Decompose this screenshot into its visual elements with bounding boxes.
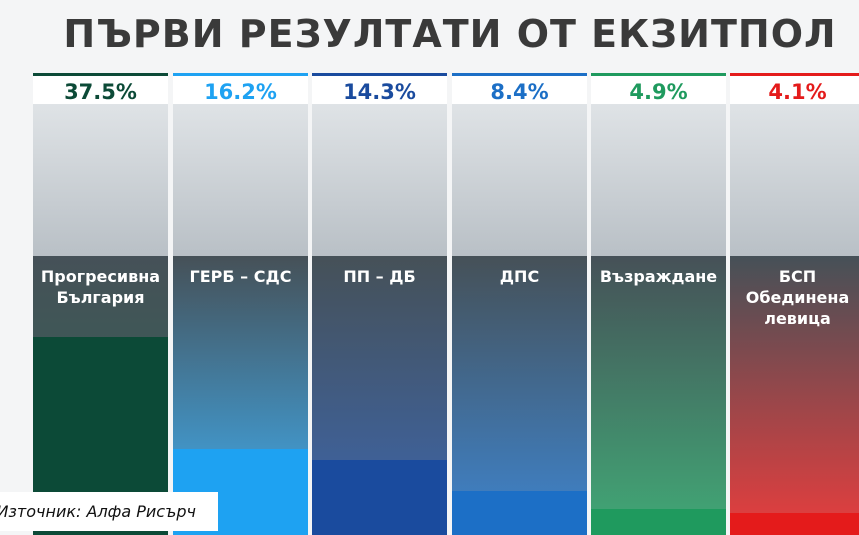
column: 4.9% Възраждане (591, 73, 726, 535)
category-label: Възраждане (599, 267, 718, 286)
photo (173, 104, 308, 256)
photo (312, 104, 447, 256)
category-label: БСП Обединена левица (745, 267, 850, 328)
category-label: Прогресивна България (40, 267, 161, 307)
bar (312, 459, 447, 535)
category-label: ПП – ДБ (343, 267, 416, 286)
column-background (591, 256, 726, 535)
bar (591, 509, 726, 535)
category-label: ДПС (499, 267, 540, 286)
photo (452, 104, 587, 256)
value-label: 8.4% (490, 80, 549, 104)
value-label: 14.3% (343, 80, 416, 104)
column: 14.3% ПП – ДБ (312, 73, 447, 535)
value-label: 16.2% (204, 80, 277, 104)
photo (33, 104, 168, 256)
chart-title: ПЪРВИ РЕЗУЛТАТИ ОТ ЕКЗИТПОЛ (63, 12, 837, 56)
value-label: 4.1% (768, 80, 827, 104)
bar (452, 490, 587, 535)
column: 16.2% ГЕРБ – СДС (173, 73, 308, 535)
column-background (730, 256, 859, 535)
column: 4.1% БСП Обединена левица (730, 73, 859, 535)
photo (591, 104, 726, 256)
photo (730, 104, 859, 256)
column: 8.4% ДПС (452, 73, 587, 535)
column-background (452, 256, 587, 535)
column: 37.5% Прогресивна България (33, 73, 168, 535)
bar (730, 513, 859, 535)
source: Източник: Алфа Рисърч (0, 492, 218, 531)
value-label: 37.5% (64, 80, 137, 104)
category-label: ГЕРБ – СДС (189, 267, 292, 286)
value-label: 4.9% (629, 80, 688, 104)
